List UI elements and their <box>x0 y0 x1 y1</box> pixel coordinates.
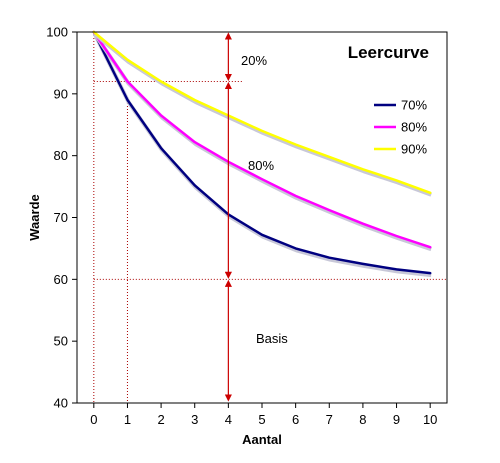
legend-label: 70% <box>401 98 427 113</box>
x-tick-label: 0 <box>90 412 97 427</box>
y-tick-label: 80 <box>54 148 68 163</box>
x-tick-label: 4 <box>225 412 232 427</box>
y-tick-label: 70 <box>54 210 68 225</box>
x-tick-label: 10 <box>423 412 437 427</box>
series-line-70pct <box>92 30 432 275</box>
y-tick-label: 50 <box>54 334 68 349</box>
x-tick-label: 2 <box>157 412 164 427</box>
x-tick-label: 3 <box>191 412 198 427</box>
y-tick-label: 100 <box>46 25 68 40</box>
x-tick-label: 9 <box>393 412 400 427</box>
x-axis-title: Aantal <box>242 432 282 447</box>
y-tick-label: 40 <box>54 396 68 411</box>
annotation-1: 80% <box>248 158 274 173</box>
legend-label: 80% <box>401 120 427 135</box>
x-tick-label: 6 <box>292 412 299 427</box>
annotation-0: 20% <box>241 53 267 68</box>
series-line-90pct <box>92 30 432 195</box>
y-tick-label: 90 <box>54 86 68 101</box>
x-tick-label: 7 <box>326 412 333 427</box>
y-tick-label: 60 <box>54 272 68 287</box>
x-tick-label: 1 <box>124 412 131 427</box>
x-tick-label: 5 <box>258 412 265 427</box>
y-axis-title: Waarde <box>27 194 42 240</box>
chart-title: Leercurve <box>348 43 429 62</box>
series-line-80pct <box>92 30 432 249</box>
annotation-2: Basis <box>256 331 288 346</box>
legend-label: 90% <box>401 142 427 157</box>
x-tick-label: 8 <box>359 412 366 427</box>
legend: 70% 80% 90% <box>374 98 427 157</box>
